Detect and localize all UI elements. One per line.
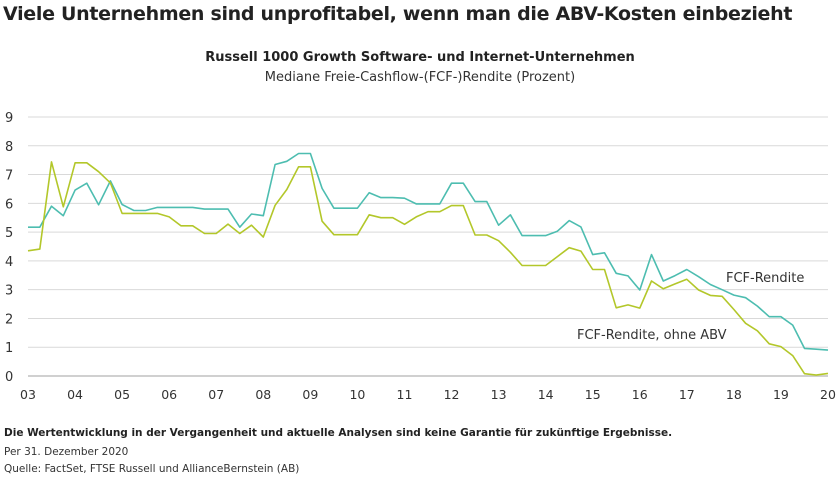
y-tick-label: 2 bbox=[5, 312, 13, 327]
chart-subtitle: Mediane Freie-Cashflow-(FCF-)Rendite (Pr… bbox=[264, 70, 576, 85]
disclaimer: Die Wertentwicklung in der Vergangenheit… bbox=[4, 427, 673, 439]
y-tick-label: 7 bbox=[5, 169, 13, 184]
y-tick-label: 4 bbox=[5, 255, 13, 270]
x-tick-label: 11 bbox=[397, 387, 413, 402]
x-tick-label: 12 bbox=[444, 387, 460, 402]
series-line-fcf-rendite bbox=[28, 152, 829, 351]
y-tick-label: 6 bbox=[5, 197, 13, 212]
x-tick-label: 13 bbox=[491, 387, 507, 402]
x-tick-label: 07 bbox=[208, 387, 224, 402]
x-tick-label: 20 bbox=[820, 387, 836, 402]
y-tick-label: 0 bbox=[5, 370, 13, 385]
x-tick-label: 16 bbox=[632, 387, 648, 402]
x-tick-label: 14 bbox=[538, 387, 554, 402]
series-label-fcf-rendite-ohne-abv: FCF-Rendite, ohne ABV bbox=[577, 328, 727, 343]
source-note: Quelle: FactSet, FTSE Russell und Allian… bbox=[4, 463, 300, 475]
page-title: Viele Unternehmen sind unprofitabel, wen… bbox=[3, 3, 793, 25]
x-tick-label: 15 bbox=[585, 387, 601, 402]
x-tick-label: 10 bbox=[349, 387, 365, 402]
x-tick-label: 05 bbox=[114, 387, 130, 402]
chart-title: Russell 1000 Growth Software- und Intern… bbox=[205, 50, 635, 65]
x-tick-label: 06 bbox=[161, 387, 177, 402]
y-tick-label: 5 bbox=[5, 226, 13, 241]
series-label-fcf-rendite: FCF-Rendite bbox=[726, 271, 804, 286]
y-tick-label: 1 bbox=[5, 341, 13, 356]
as-of-date: Per 31. Dezember 2020 bbox=[4, 446, 129, 458]
x-tick-label: 03 bbox=[20, 387, 36, 402]
x-tick-label: 09 bbox=[302, 387, 318, 402]
x-tick-label: 17 bbox=[679, 387, 695, 402]
y-tick-label: 8 bbox=[5, 140, 13, 155]
series-line-fcf-rendite-ohne-abv bbox=[27, 161, 829, 376]
x-tick-label: 19 bbox=[773, 387, 789, 402]
y-tick-label: 9 bbox=[5, 111, 13, 126]
y-tick-label: 3 bbox=[5, 284, 13, 299]
x-tick-label: 18 bbox=[726, 387, 742, 402]
x-tick-label: 04 bbox=[67, 387, 83, 402]
x-tick-label: 08 bbox=[255, 387, 271, 402]
